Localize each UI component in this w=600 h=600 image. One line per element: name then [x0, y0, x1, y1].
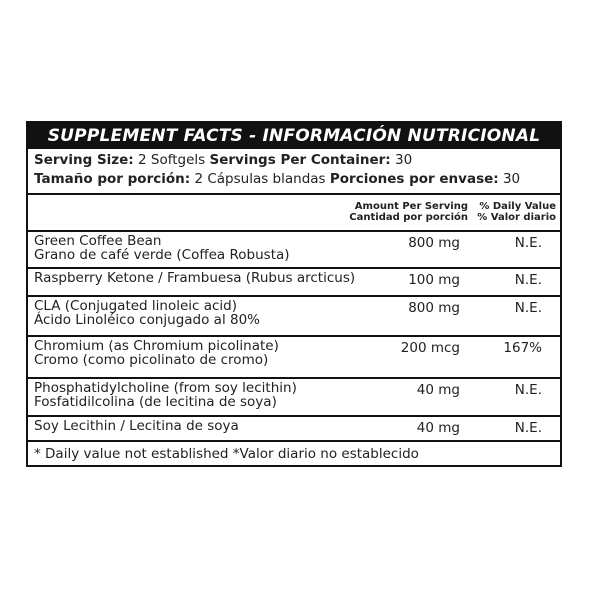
- ingredient-daily-value: N.E.: [514, 382, 542, 398]
- serving-size-label: Serving Size:: [34, 152, 134, 168]
- serving-line-en: Serving Size: 2 Softgels Servings Per Co…: [34, 151, 554, 170]
- ingredient-daily-value: N.E.: [514, 272, 542, 288]
- serving-line-es: Tamaño por porción: 2 Cápsulas blandas P…: [34, 170, 554, 189]
- footnote: * Daily value not established *Valor dia…: [34, 446, 419, 462]
- serving-size-value-es: 2 Cápsulas blandas: [194, 171, 326, 187]
- ingredient-amount: 40 mg: [416, 420, 460, 436]
- amount-header: Amount Per Serving Cantidad por porción: [349, 201, 468, 223]
- ingredient-row: Green Coffee Bean Grano de café verde (Co…: [28, 232, 560, 269]
- ingredient-name: Soy Lecithin / Lecitina de soya: [34, 418, 239, 434]
- daily-value-header: % Daily Value% Valor diario: [477, 201, 556, 223]
- ingredient-amount: 800 mg: [408, 300, 460, 316]
- ingredient-amount: 100 mg: [408, 272, 460, 288]
- ingredient-daily-value: 167%: [503, 340, 542, 356]
- serving-size-value: 2 Softgels: [138, 152, 206, 168]
- ingredient-daily-value: N.E.: [514, 235, 542, 251]
- ingredient-daily-value: N.E.: [514, 420, 542, 436]
- column-headers: Amount Per Serving Cantidad por porción %…: [28, 195, 560, 232]
- ingredient-daily-value: N.E.: [514, 300, 542, 316]
- serving-info: Serving Size: 2 Softgels Servings Per Co…: [28, 149, 560, 195]
- ingredient-amount: 40 mg: [416, 382, 460, 398]
- ingredient-name: Green Coffee Bean Grano de café verde (Co…: [34, 233, 290, 263]
- ingredient-name: Raspberry Ketone / Frambuesa (Rubus arct…: [34, 270, 356, 286]
- servings-per-container-label-es: Porciones por envase:: [329, 171, 499, 187]
- supplement-facts-panel: SUPPLEMENT FACTS - INFORMACIÓN NUTRICION…: [26, 121, 562, 467]
- ingredient-amount: 800 mg: [408, 235, 460, 251]
- ingredient-row: Phosphatidylcholine (from soy lecithin) F…: [28, 379, 560, 417]
- ingredient-row: Soy Lecithin / Lecitina de soya 40 mg N.E.: [28, 417, 560, 442]
- ingredient-name: Phosphatidylcholine (from soy lecithin) F…: [34, 380, 297, 410]
- servings-per-container-label: Servings Per Container:: [209, 152, 391, 168]
- serving-size-label-es: Tamaño por porción:: [34, 171, 191, 187]
- ingredient-name: CLA (Conjugated linoleic acid) Ácido Lino…: [34, 298, 260, 328]
- panel-title: SUPPLEMENT FACTS - INFORMACIÓN NUTRICION…: [28, 123, 560, 149]
- servings-per-container-value: 30: [394, 152, 413, 168]
- servings-per-container-value-es: 30: [502, 171, 521, 187]
- ingredient-name: Chromium (as Chromium picolinate) Cromo (…: [34, 338, 279, 368]
- ingredient-row: CLA (Conjugated linoleic acid) Ácido Lino…: [28, 297, 560, 337]
- ingredient-amount: 200 mcg: [400, 340, 460, 356]
- ingredient-row: Raspberry Ketone / Frambuesa (Rubus arct…: [28, 269, 560, 297]
- ingredient-row: Chromium (as Chromium picolinate) Cromo (…: [28, 337, 560, 379]
